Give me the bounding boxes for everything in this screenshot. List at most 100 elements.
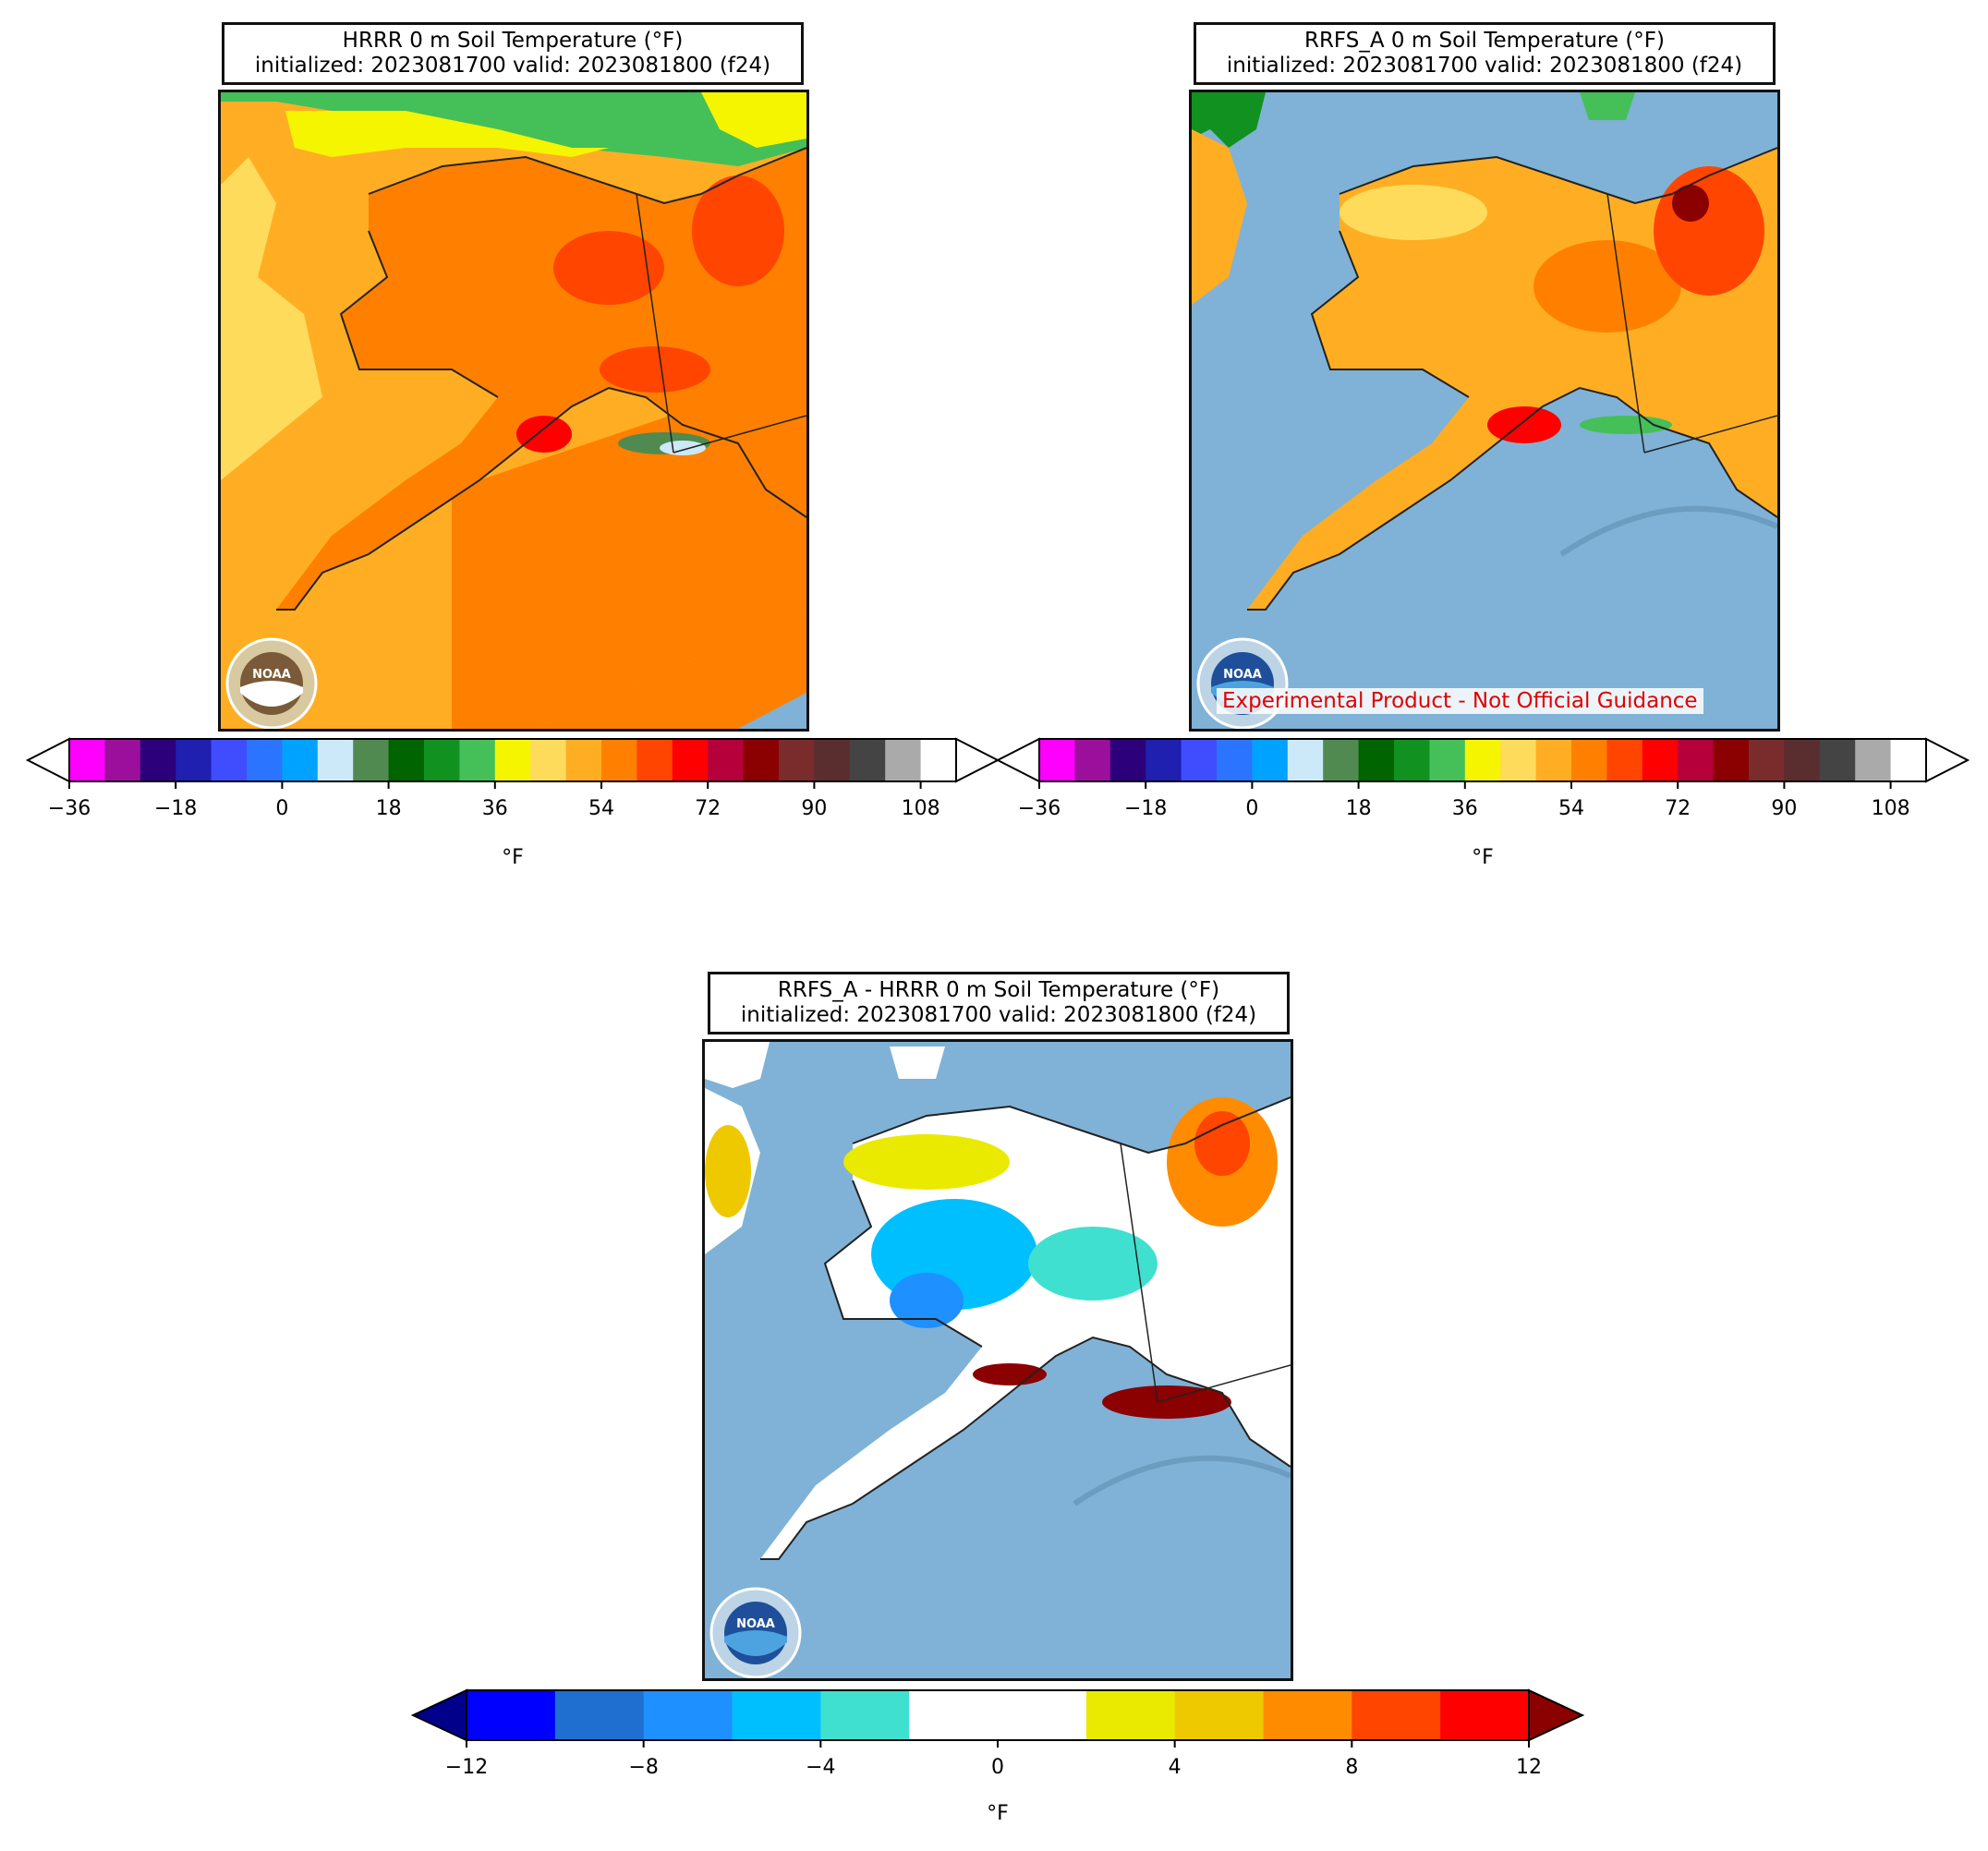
colorbar-swatch	[1181, 739, 1218, 781]
hrrr-yukon-hotspot	[692, 175, 784, 286]
colorbar-under-arrow	[411, 1688, 467, 1742]
colorbar-tick-label: 54	[588, 797, 614, 820]
colorbar-tick-label: −8	[628, 1756, 658, 1779]
colorbar-swatch	[1784, 739, 1821, 781]
rrfs-colorbar-unit: °F	[1472, 846, 1494, 869]
colorbar-swatch	[920, 739, 956, 781]
hrrr-missing-corner	[738, 693, 806, 729]
diff-arctic-white-mid	[890, 1046, 945, 1079]
colorbar-swatch	[104, 739, 141, 781]
colorbar-swatch	[1855, 739, 1892, 781]
hrrr-colorbar: −36 −18 0 18 36 54 72 90 108 °F	[25, 737, 1000, 869]
hrrr-title-line1: HRRR 0 m Soil Temperature (°F)	[342, 29, 684, 53]
diff-title-line2: initialized: 2023081700 valid: 202308180…	[740, 1003, 1257, 1027]
hrrr-gulf-warm-field	[452, 369, 806, 729]
colorbar-swatch	[1174, 1690, 1264, 1740]
diff-arctic-white	[705, 1042, 770, 1088]
hrrr-title-line2: initialized: 2023081700 valid: 202308180…	[254, 54, 771, 78]
colorbar-swatch	[554, 1690, 645, 1740]
colorbar-swatch	[998, 1690, 1087, 1740]
colorbar-swatch	[1890, 739, 1926, 781]
rrfs-map: NOAA	[1189, 90, 1780, 732]
colorbar-tick-label: 72	[1665, 797, 1691, 820]
colorbar-swatch	[1749, 739, 1785, 781]
colorbar-outline	[1038, 738, 1927, 782]
colorbar-tick-label: −18	[1124, 797, 1167, 820]
diff-colorbar-swatches	[411, 1688, 1584, 1742]
diff-border-line-south	[1157, 1364, 1291, 1403]
rrfs-colorbar-swatches	[995, 737, 1970, 783]
colorbar-tick-label: 0	[275, 797, 288, 820]
colorbar-swatch	[779, 739, 815, 781]
diff-colorbar-unit: °F	[987, 1802, 1009, 1825]
colorbar-swatch	[1535, 739, 1572, 781]
hrrr-border-line-south	[673, 415, 806, 454]
diff-cook-inlet-hot	[973, 1363, 1047, 1385]
colorbar-swatch	[1440, 1690, 1530, 1740]
rrfs-bathymetry-ridge	[1559, 505, 1777, 557]
colorbar-swatch	[1287, 739, 1324, 781]
colorbar-swatch	[1678, 739, 1715, 781]
colorbar-swatch	[247, 739, 283, 781]
colorbar-swatch	[282, 739, 319, 781]
colorbar-over-arrow	[955, 737, 1000, 783]
rrfs-yukon-hot	[1654, 166, 1764, 296]
hrrr-title: HRRR 0 m Soil Temperature (°F) initializ…	[222, 22, 804, 85]
colorbar-over-arrow	[1528, 1688, 1584, 1742]
colorbar-swatch	[530, 739, 567, 781]
colorbar-swatch	[814, 739, 851, 781]
colorbar-swatch	[708, 739, 745, 781]
colorbar-swatch	[353, 739, 390, 781]
colorbar-swatch	[1713, 739, 1750, 781]
colorbar-under-arrow	[995, 737, 1040, 783]
colorbar-swatch	[1358, 739, 1395, 781]
rrfs-arctic-green-east	[1580, 92, 1635, 120]
colorbar-swatch	[1074, 739, 1111, 781]
colorbar-swatch	[601, 739, 637, 781]
colorbar-tick-label: 18	[1346, 797, 1372, 820]
hrrr-canada-yellow	[701, 92, 806, 148]
hrrr-bering-shelf	[221, 157, 322, 480]
colorbar-swatch	[139, 739, 176, 781]
colorbar-tick-label: 0	[991, 1756, 1004, 1779]
rrfs-title-line2: initialized: 2023081700 valid: 202308180…	[1226, 54, 1743, 78]
colorbar-under-arrow	[25, 737, 70, 783]
rrfs-mountains-green	[1580, 416, 1672, 434]
colorbar-swatch	[388, 739, 425, 781]
colorbar-tick-label: 90	[1771, 797, 1797, 820]
colorbar-swatch	[211, 739, 248, 781]
hrrr-alaska-range	[600, 346, 710, 393]
hrrr-cook-inlet	[516, 416, 572, 453]
colorbar-tick-label: −12	[445, 1756, 488, 1779]
hrrr-colorbar-swatches	[25, 737, 1000, 783]
diff-yukon-hot	[1194, 1111, 1250, 1176]
rrfs-colorbar-ticks: −36 −18 0 18 36 54 72 90 108	[1018, 781, 1910, 820]
diff-colorbar-ticks: −12 −8 −4 0 4 8 12	[445, 1740, 1542, 1779]
rrfs-title-line1: RRFS_A 0 m Soil Temperature (°F)	[1303, 29, 1666, 53]
colorbar-tick-label: 54	[1558, 797, 1584, 820]
colorbar-tick-label: 4	[1169, 1756, 1182, 1779]
colorbar-tick-label: −36	[48, 797, 91, 820]
diff-title: RRFS_A - HRRR 0 m Soil Temperature (°F) …	[708, 972, 1290, 1034]
colorbar-swatch	[317, 739, 354, 781]
colorbar-swatch	[1464, 739, 1501, 781]
rrfs-border-line-south	[1643, 415, 1777, 454]
hrrr-interior-hotspot	[553, 231, 664, 305]
noaa-logo-text: NOAA	[252, 668, 291, 682]
colorbar-swatch	[1642, 739, 1679, 781]
colorbar-tick-label: −18	[154, 797, 197, 820]
rrfs-map-graphic: NOAA	[1192, 92, 1777, 729]
diff-chukotka-warm	[705, 1125, 751, 1217]
colorbar-tick-label: 36	[1452, 797, 1478, 820]
rrfs-interior-warm	[1533, 240, 1681, 333]
colorbar-tick-label: 0	[1245, 797, 1258, 820]
colorbar-tick-label: 18	[376, 797, 402, 820]
colorbar-tick-label: 8	[1345, 1756, 1358, 1779]
colorbar-swatch	[909, 1690, 999, 1740]
rrfs-yukon-peak	[1672, 185, 1709, 222]
colorbar-swatch	[1819, 739, 1856, 781]
colorbar-over-arrow	[1925, 737, 1970, 783]
hrrr-border-line	[636, 193, 674, 454]
colorbar-swatch	[743, 739, 780, 781]
hrrr-alaska-land	[276, 148, 806, 610]
